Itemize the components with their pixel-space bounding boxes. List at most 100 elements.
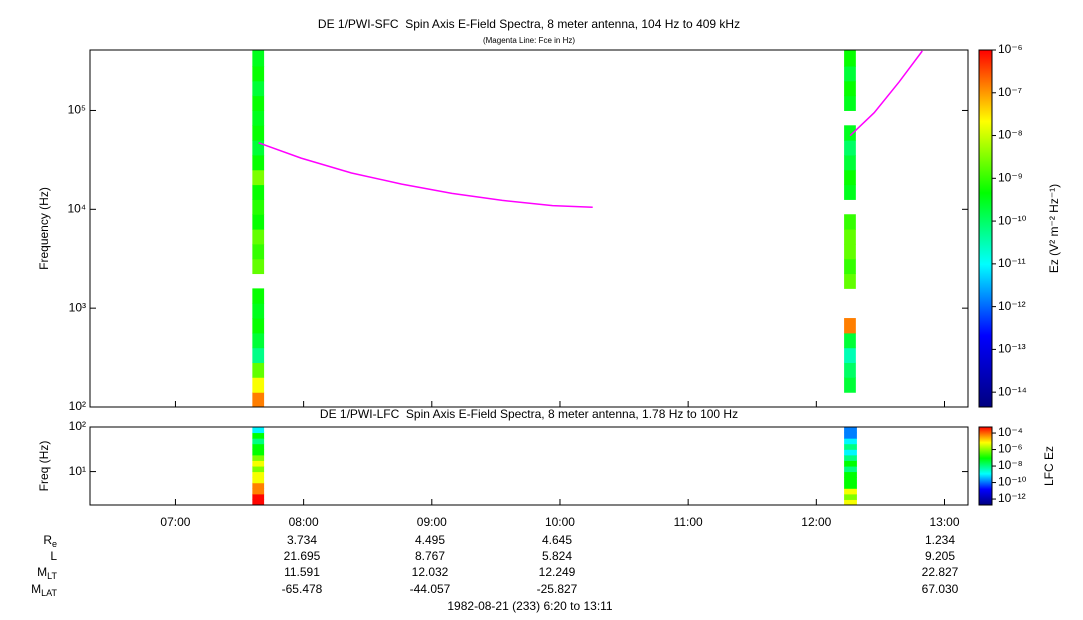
colorbar-tick-label: 10⁻⁴ <box>998 425 1023 439</box>
panel-frame <box>89 49 969 408</box>
ephemeris-value: 67.030 <box>922 582 959 596</box>
spectrogram-cell <box>252 184 265 200</box>
panel-title: DE 1/PWI-SFC Spin Axis E-Field Spectra, … <box>318 17 740 31</box>
colorbar-tick-label: 10⁻¹⁰ <box>998 475 1027 489</box>
ephemeris-value: 11.591 <box>284 565 320 579</box>
spectrogram-cell <box>252 332 265 349</box>
spectrogram-cell <box>252 65 265 82</box>
y-tick-label: 10⁴ <box>67 201 86 215</box>
y-tick-label: 10³ <box>69 300 86 314</box>
spectrogram-cell <box>252 199 265 215</box>
spectrogram-cell <box>844 377 856 393</box>
spectrogram-cell <box>844 125 856 141</box>
spectrogram-cell <box>252 477 265 484</box>
colorbar-label: Ez (V² m⁻² Hz⁻¹) <box>1047 184 1061 273</box>
spectrogram-cell <box>252 460 265 467</box>
spectrogram-cell <box>252 454 265 461</box>
spectrogram-cell <box>844 438 857 445</box>
spectrogram-cell <box>252 125 265 141</box>
spectrogram-cell <box>252 499 265 506</box>
spectrogram-cell <box>844 362 856 378</box>
spectrogram-cell <box>844 347 856 363</box>
spectrogram-cell <box>844 243 856 260</box>
spectrogram-cell <box>252 318 265 334</box>
colorbar-tick-label: 10⁻¹² <box>998 491 1026 505</box>
spectrogram-cell <box>252 154 265 171</box>
colorbar-tick-label: 10⁻¹³ <box>998 342 1026 356</box>
spectrogram-cell <box>252 466 265 473</box>
row-label: Re <box>43 533 57 549</box>
x-tick-label: 07:00 <box>160 515 190 529</box>
ephemeris-value: 12.032 <box>412 565 449 579</box>
spectrogram-cell <box>844 460 857 467</box>
ephemeris-value: -25.827 <box>537 582 578 596</box>
spectrogram-cell <box>252 438 265 445</box>
ephemeris-value: -44.057 <box>410 582 451 596</box>
colorbar-tick-label: 10⁻⁸ <box>998 128 1023 142</box>
spectrogram-cell <box>844 50 856 67</box>
spectrogram-cell <box>252 288 265 304</box>
row-label-main: M <box>37 565 47 579</box>
panel-title: DE 1/PWI-LFC Spin Axis E-Field Spectra, … <box>320 407 738 421</box>
spectrogram-cell <box>252 229 265 245</box>
spectrogram-cell <box>252 110 265 126</box>
colorbar-tick-label: 10⁻¹¹ <box>998 256 1026 270</box>
spectrogram-cell <box>252 169 265 186</box>
ephemeris-value: 4.645 <box>542 533 572 547</box>
spectrogram-cell <box>252 427 265 434</box>
colorbar-tick-label: 10⁻¹² <box>998 299 1026 313</box>
spectrogram-cell <box>844 493 857 500</box>
colorbar-tick-label: 10⁻¹⁰ <box>998 213 1027 227</box>
colorbar-tick-label: 10⁻⁶ <box>998 442 1023 456</box>
x-tick-label: 12:00 <box>801 515 831 529</box>
spectrogram-cell <box>844 229 856 245</box>
spectrogram-cell <box>252 432 265 439</box>
colorbar-label: LFC Ez <box>1042 446 1056 486</box>
spectrogram-cell <box>844 184 856 200</box>
y-axis-label: Frequency (Hz) <box>37 187 51 270</box>
y-tick-label: 10¹ <box>69 464 86 478</box>
spectrogram-cell <box>252 482 265 489</box>
spectrogram-cell <box>844 443 857 450</box>
y-axis-label: Freq (Hz) <box>37 441 51 492</box>
row-label: L <box>50 549 57 563</box>
row-label-sub: LT <box>47 571 57 581</box>
row-label: MLT <box>37 565 57 581</box>
spectrogram-cell <box>844 273 856 289</box>
ephemeris-value: -65.478 <box>282 582 323 596</box>
y-tick-label: 10² <box>69 399 86 413</box>
fce-line <box>258 50 923 208</box>
spectrogram-cell <box>844 169 856 186</box>
row-label-main: M <box>31 582 41 596</box>
spectrogram-cell <box>844 454 857 461</box>
spectrogram-cell <box>844 488 857 495</box>
spectrogram-cell <box>844 140 856 156</box>
ephemeris-value: 4.495 <box>415 533 445 547</box>
spectrogram-cell <box>844 332 856 349</box>
spectrogram-cell <box>844 477 857 484</box>
spectrogram-cell <box>844 432 857 439</box>
spectrogram-cell <box>252 488 265 495</box>
ephemeris-value: 5.824 <box>542 549 572 563</box>
colorbar-tick-label: 10⁻⁸ <box>998 458 1023 472</box>
y-tick-label: 10⁵ <box>68 103 86 117</box>
panel-subtitle: (Magenta Line: Fce in Hz) <box>483 36 575 45</box>
y-tick-label: 10² <box>69 419 86 433</box>
spectrogram-cell <box>252 243 265 260</box>
row-label: MLAT <box>31 582 57 598</box>
colorbar-tick-label: 10⁻⁹ <box>998 170 1023 184</box>
spectrogram-cell <box>844 482 857 489</box>
colorbar <box>978 426 993 506</box>
ephemeris-value: 12.249 <box>539 565 576 579</box>
spectrogram-cell <box>252 493 265 500</box>
spectrogram-cell <box>252 258 265 275</box>
spectrogram-cell <box>844 214 856 230</box>
spectrogram-cell <box>252 449 265 456</box>
row-label-sub: e <box>52 539 57 549</box>
spectrogram-cell <box>252 80 265 97</box>
spectrogram-cell <box>844 466 857 473</box>
row-label-main: L <box>50 549 57 563</box>
spectrogram-cell <box>252 214 265 230</box>
